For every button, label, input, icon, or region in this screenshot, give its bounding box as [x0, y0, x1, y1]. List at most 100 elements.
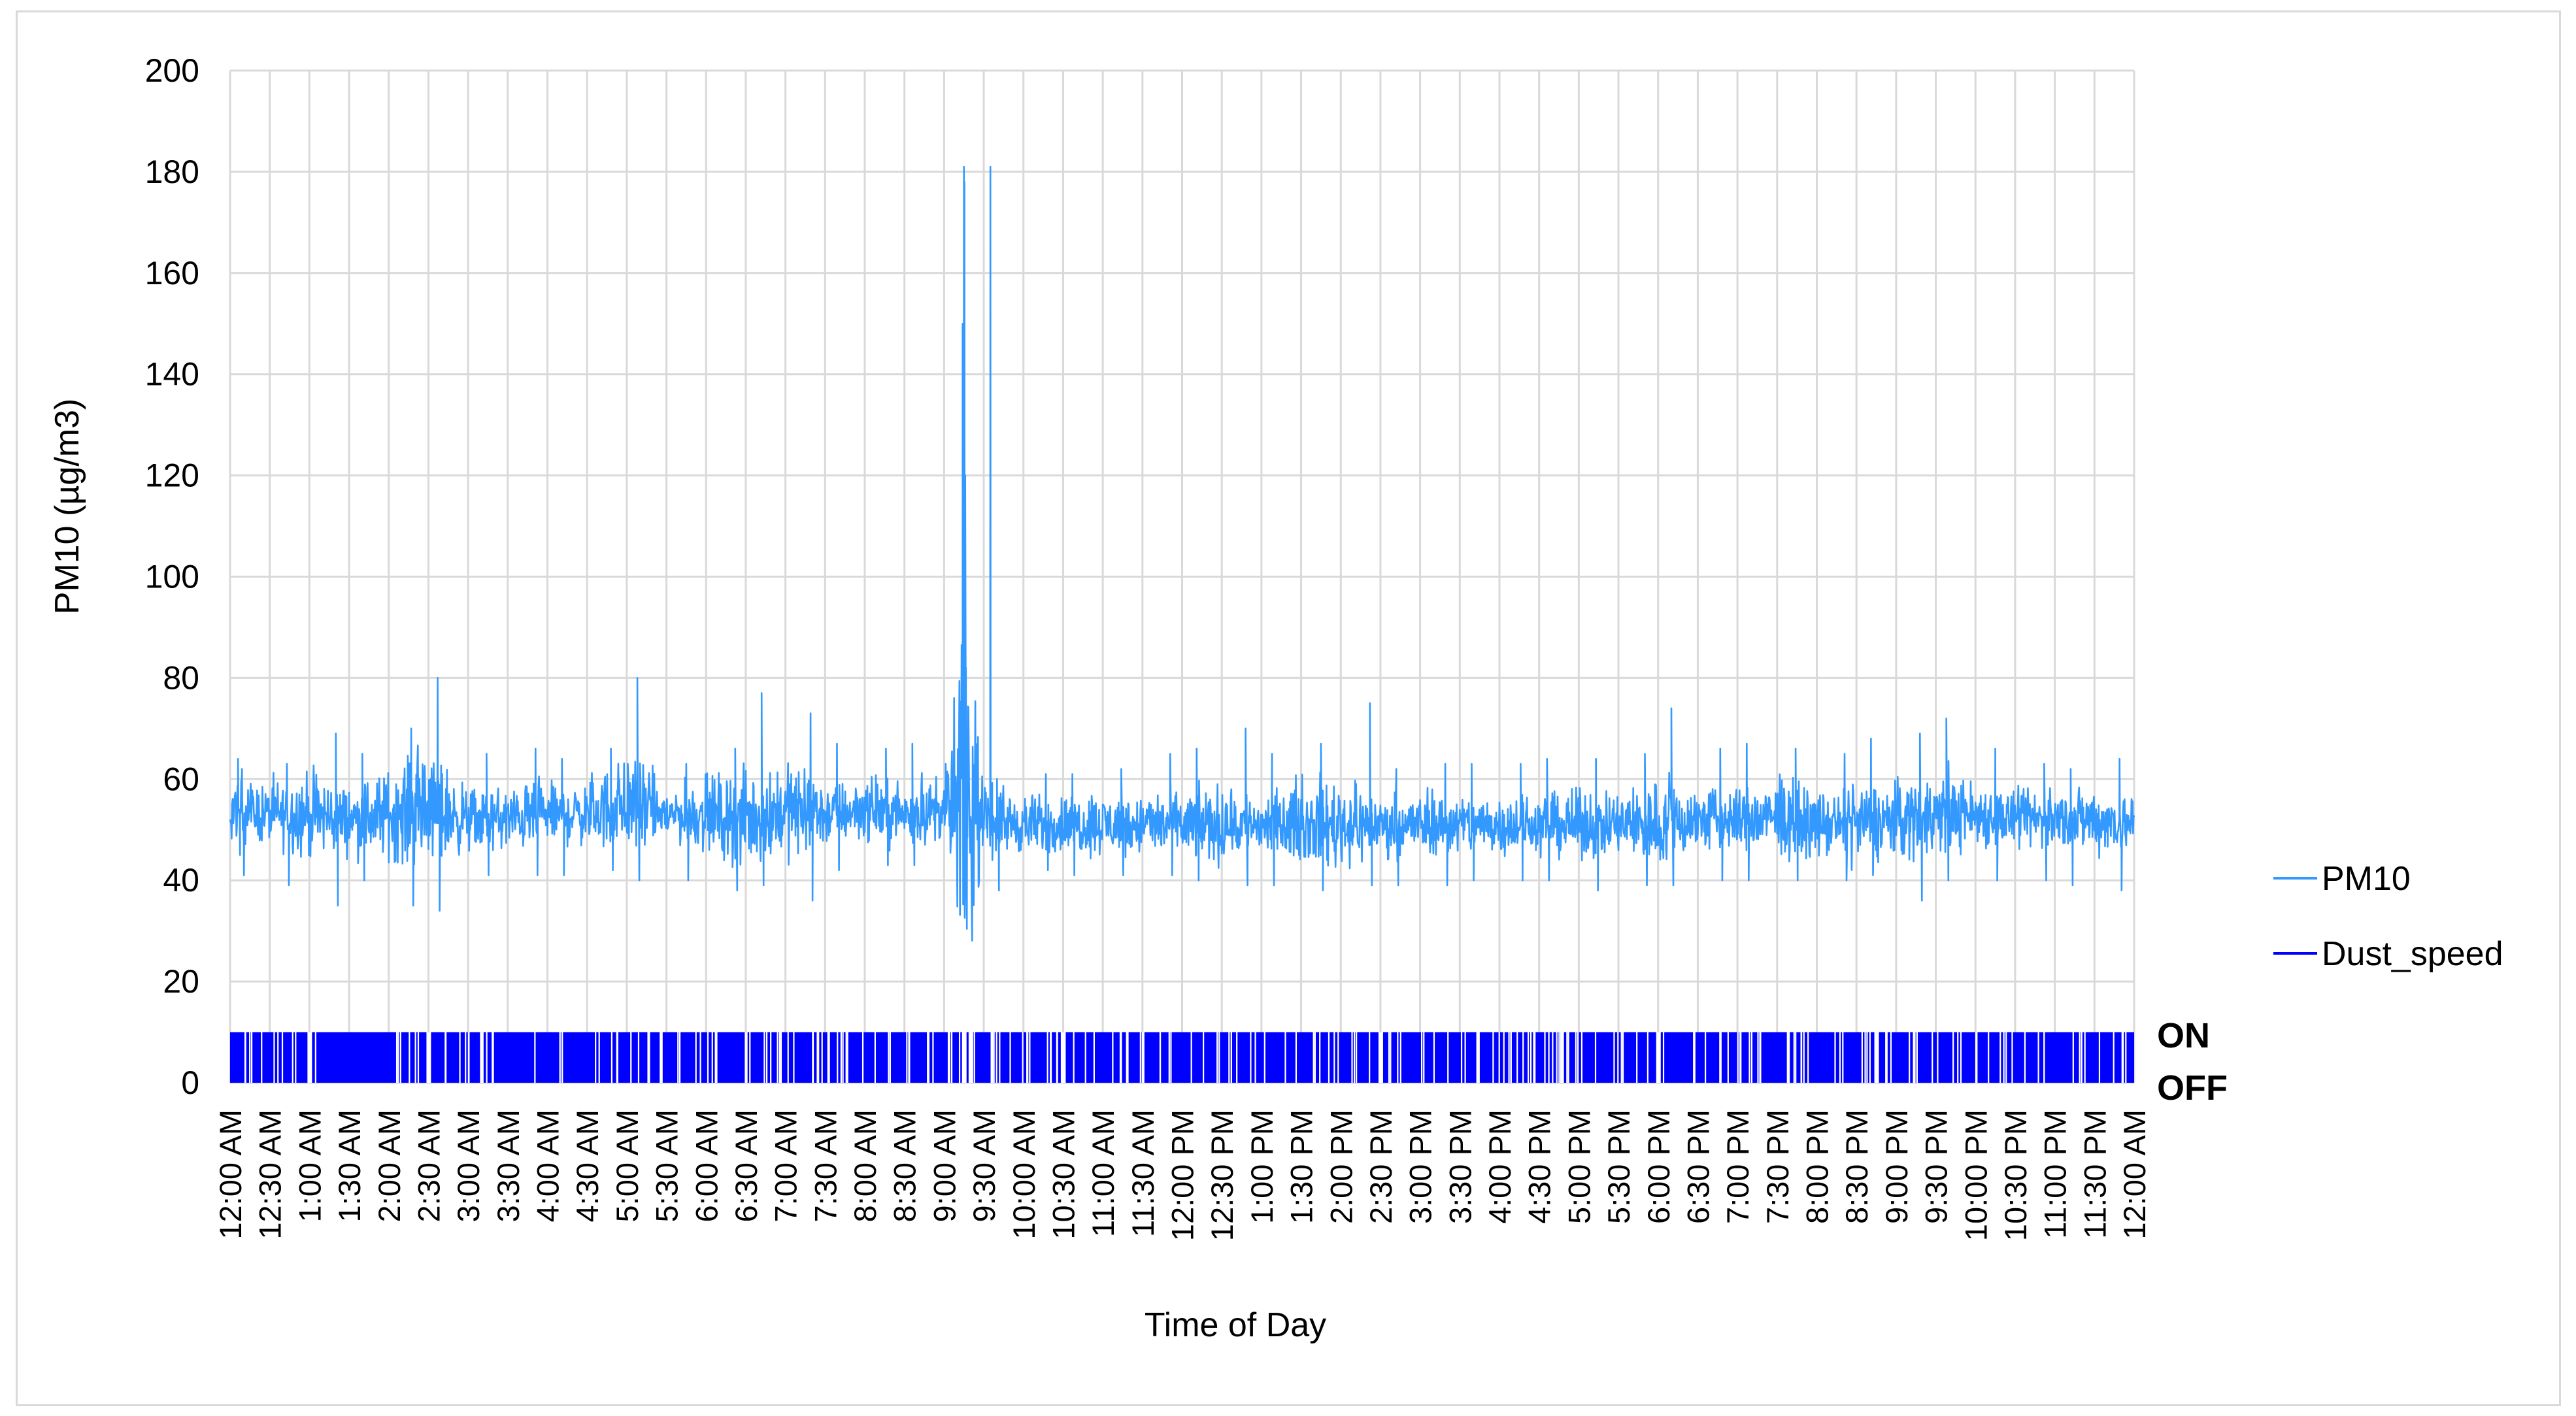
dust-speed-off-gap	[1544, 1032, 1546, 1083]
x-tick-label: 4:00 AM	[531, 1110, 565, 1222]
dust-speed-off-gap	[492, 1032, 494, 1083]
dust-speed-off-gap	[1662, 1032, 1665, 1083]
dust-speed-off-gap	[409, 1032, 410, 1083]
dust-speed-off-gap	[948, 1032, 950, 1083]
dust-speed-off-gap	[816, 1032, 818, 1083]
dust-speed-off-gap	[793, 1032, 795, 1083]
dust-speed-off-gap	[1800, 1032, 1802, 1083]
dust-speed-off-gap	[1622, 1032, 1624, 1083]
dust-speed-off-gap	[1795, 1032, 1797, 1083]
y-tick-label: 100	[145, 559, 199, 595]
x-tick-label: 12:00 AM	[2117, 1110, 2152, 1240]
dust-speed-off-gap	[1558, 1032, 1560, 1083]
dust-speed-off-gap	[1046, 1032, 1048, 1083]
x-tick-label: 11:30 PM	[2077, 1110, 2112, 1239]
dust-speed-off-gap	[595, 1032, 597, 1083]
dust-speed-off-gap	[874, 1032, 876, 1083]
y-tick-label: 60	[163, 761, 199, 797]
dust-speed-off-gap	[1839, 1032, 1841, 1083]
dust-speed-off-gap	[482, 1032, 484, 1083]
dust-speed-off-gap	[648, 1032, 650, 1083]
dust-speed-off-gap	[780, 1032, 782, 1083]
dust-speed-off-gap	[1656, 1032, 1661, 1083]
dust-speed-off-gap	[1866, 1032, 1868, 1083]
x-tick-label: 7:30 PM	[1760, 1110, 1795, 1224]
x-tick-label: 12:00 AM	[213, 1110, 248, 1240]
dust-speed-off-gap	[1460, 1032, 1463, 1083]
dust-speed-off-gap	[1388, 1032, 1390, 1083]
dust-speed-off-gap	[660, 1032, 663, 1083]
x-tick-label: 4:30 PM	[1522, 1110, 1557, 1224]
dust-speed-off-gap	[950, 1032, 953, 1083]
x-tick-label: 3:30 PM	[1443, 1110, 1477, 1224]
dust-speed-off-gap	[2098, 1032, 2101, 1083]
dust-speed-off-gap	[1793, 1032, 1795, 1083]
dust-speed-off-gap	[1254, 1032, 1256, 1083]
x-tick-label: 12:30 PM	[1205, 1110, 1239, 1241]
dust-speed-off-gap	[1498, 1032, 1500, 1083]
dust-speed-off-gap	[1548, 1032, 1550, 1083]
pm10-series	[229, 165, 2135, 942]
x-tick-label: 4:30 AM	[570, 1110, 605, 1222]
dust-speed-off-gap	[1351, 1032, 1353, 1083]
x-tick-label: 10:00 PM	[1958, 1110, 1993, 1241]
dust-speed-off-gap	[1508, 1032, 1510, 1083]
dust-speed-off-gap	[1932, 1032, 1933, 1083]
dust-speed-off-gap	[1594, 1032, 1597, 1083]
dust-speed-off-gap	[818, 1032, 820, 1083]
dust-speed-off-gap	[2084, 1032, 2086, 1083]
dust-speed-off-gap	[888, 1032, 890, 1083]
x-tick-label: 1:00 PM	[1245, 1110, 1279, 1224]
chart-frame	[16, 10, 2561, 1406]
dust-speed-off-gap	[1216, 1032, 1218, 1083]
dust-speed-off-gap	[958, 1032, 961, 1083]
dust-speed-off-gap	[993, 1032, 995, 1083]
dust-speed-off-gap	[1913, 1032, 1915, 1083]
dust-speed-off-gap	[932, 1032, 934, 1083]
dust-speed-off-gap	[1807, 1032, 1809, 1083]
x-tick-label: 6:30 AM	[729, 1110, 763, 1222]
dust-speed-off-gap	[2005, 1032, 2007, 1083]
dust-speed-off-gap	[1120, 1032, 1122, 1083]
dust-speed-off-gap	[777, 1032, 778, 1083]
dust-speed-off-gap	[1737, 1032, 1739, 1083]
dust-speed-off-gap	[1740, 1032, 1742, 1083]
dust-speed-off-gap	[1084, 1032, 1086, 1083]
dust-speed-off-gap	[746, 1032, 748, 1083]
dust-speed-off-gap	[1750, 1032, 1753, 1083]
dust-speed-off-gap	[1369, 1032, 1371, 1083]
dust-speed-off-gap	[947, 1032, 950, 1083]
y-tick-label: 120	[145, 457, 199, 494]
dust-speed-off-gap	[1056, 1032, 1058, 1083]
dust-speed-off-gap	[695, 1032, 697, 1083]
dust-speed-off-gap	[1693, 1032, 1695, 1083]
dust-speed-off-gap	[1999, 1032, 2001, 1083]
dust-speed-off-gap	[1528, 1032, 1530, 1083]
y-tick-label: 0	[181, 1064, 199, 1101]
dust-speed-off-gap	[1126, 1032, 1128, 1083]
dust-speed-off-gap	[1636, 1032, 1638, 1083]
x-tick-label: 3:30 AM	[491, 1110, 526, 1222]
dust-speed-off-gap	[1119, 1032, 1122, 1083]
dust-speed-off-gap	[660, 1032, 661, 1083]
dust-speed-off-gap	[611, 1032, 613, 1083]
dust-speed-off-gap	[1530, 1032, 1532, 1083]
dust-speed-off-gap	[481, 1032, 483, 1083]
dust-speed-off-gap	[1909, 1032, 1911, 1083]
dust-speed-off-gap	[1160, 1032, 1162, 1083]
dust-speed-off-gap	[1073, 1032, 1075, 1083]
dust-speed-off-gap	[1423, 1032, 1425, 1083]
dust-speed-on-band	[230, 1032, 2134, 1083]
x-tick-label: 12:00 PM	[1165, 1110, 1200, 1241]
dust-speed-off-gap	[1937, 1032, 1939, 1083]
dust-speed-off-gap	[812, 1032, 814, 1083]
dust-speed-off-gap	[1886, 1032, 1888, 1083]
x-tick-label: 8:00 PM	[1800, 1110, 1835, 1224]
dust-speed-off-gap	[444, 1032, 446, 1083]
dust-speed-off-gap	[1029, 1032, 1031, 1083]
dust-speed-off-gap	[770, 1032, 772, 1083]
y-tick-label: 180	[145, 154, 199, 190]
dust-speed-off-gap	[1170, 1032, 1172, 1083]
dust-speed-off-gap	[842, 1032, 844, 1083]
dust-speed-off-gap	[927, 1032, 929, 1083]
